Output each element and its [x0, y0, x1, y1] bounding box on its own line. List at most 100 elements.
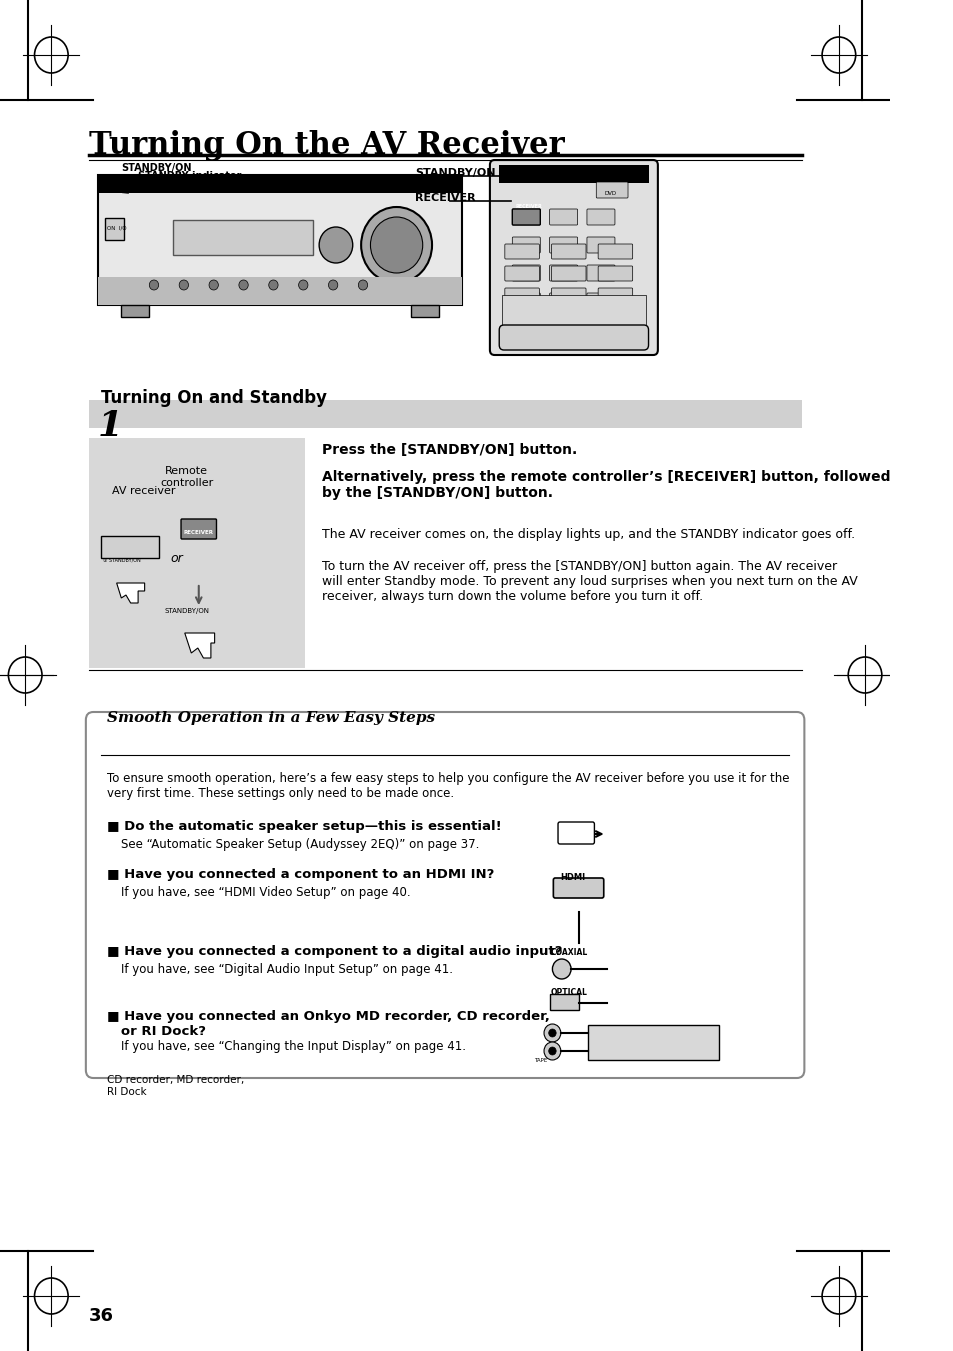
- FancyBboxPatch shape: [558, 821, 594, 844]
- FancyBboxPatch shape: [498, 326, 648, 350]
- Circle shape: [179, 280, 189, 290]
- Text: ■ Do the automatic speaker setup—this is essential!: ■ Do the automatic speaker setup—this is…: [107, 820, 501, 834]
- FancyBboxPatch shape: [172, 220, 313, 255]
- Text: OPTICAL: OPTICAL: [550, 988, 587, 997]
- FancyBboxPatch shape: [586, 265, 615, 281]
- FancyBboxPatch shape: [549, 994, 578, 1011]
- FancyBboxPatch shape: [549, 209, 577, 226]
- FancyBboxPatch shape: [86, 712, 803, 1078]
- Text: HDMI: HDMI: [559, 873, 584, 882]
- FancyBboxPatch shape: [512, 209, 539, 226]
- Text: 1: 1: [98, 409, 123, 443]
- Text: COAXIAL: COAXIAL: [550, 948, 587, 957]
- FancyBboxPatch shape: [504, 266, 538, 281]
- Circle shape: [150, 280, 158, 290]
- FancyBboxPatch shape: [181, 519, 216, 539]
- Circle shape: [543, 1042, 560, 1061]
- Text: CD recorder, MD recorder,
RI Dock: CD recorder, MD recorder, RI Dock: [107, 1075, 244, 1097]
- Text: ■ Have you connected a component to a digital audio input?: ■ Have you connected a component to a di…: [107, 944, 562, 958]
- FancyBboxPatch shape: [598, 309, 632, 326]
- Text: Turning On the AV Receiver: Turning On the AV Receiver: [89, 130, 564, 161]
- Circle shape: [269, 280, 277, 290]
- Text: ① STANDBY/ON: ① STANDBY/ON: [103, 557, 140, 562]
- Circle shape: [552, 959, 571, 979]
- FancyBboxPatch shape: [551, 309, 585, 326]
- Circle shape: [548, 1047, 556, 1055]
- FancyBboxPatch shape: [498, 165, 648, 182]
- Circle shape: [358, 280, 367, 290]
- FancyBboxPatch shape: [512, 265, 539, 281]
- FancyBboxPatch shape: [551, 266, 585, 281]
- FancyBboxPatch shape: [512, 293, 539, 309]
- Circle shape: [328, 280, 337, 290]
- FancyBboxPatch shape: [549, 265, 577, 281]
- Polygon shape: [116, 584, 145, 603]
- Text: If you have, see “HDMI Video Setup” on page 40.: If you have, see “HDMI Video Setup” on p…: [121, 886, 411, 898]
- Text: Remote
controller: Remote controller: [160, 466, 213, 488]
- FancyBboxPatch shape: [504, 332, 538, 347]
- Text: AV receiver: AV receiver: [112, 486, 175, 496]
- FancyBboxPatch shape: [586, 293, 615, 309]
- Text: or: or: [171, 551, 183, 565]
- FancyBboxPatch shape: [98, 176, 461, 193]
- Text: STANDBY/ON: STANDBY/ON: [505, 165, 556, 172]
- Text: Press the [STANDBY/ON] button.: Press the [STANDBY/ON] button.: [321, 443, 577, 457]
- Text: REMOTE MODE: REMOTE MODE: [574, 166, 614, 172]
- FancyBboxPatch shape: [598, 266, 632, 281]
- FancyBboxPatch shape: [410, 305, 438, 317]
- Circle shape: [298, 280, 308, 290]
- FancyBboxPatch shape: [98, 176, 461, 305]
- FancyBboxPatch shape: [504, 309, 538, 326]
- FancyBboxPatch shape: [121, 305, 150, 317]
- FancyBboxPatch shape: [549, 236, 577, 253]
- Text: ■ Have you connected an Onkyo MD recorder, CD recorder,
   or RI Dock?: ■ Have you connected an Onkyo MD recorde…: [107, 1011, 550, 1038]
- Circle shape: [238, 280, 248, 290]
- Text: The AV receiver comes on, the display lights up, and the STANDBY indicator goes : The AV receiver comes on, the display li…: [321, 528, 854, 540]
- Text: RECEIVER: RECEIVER: [415, 193, 476, 203]
- Text: STANDBY indicator: STANDBY indicator: [138, 172, 241, 181]
- FancyBboxPatch shape: [98, 277, 461, 305]
- FancyBboxPatch shape: [490, 159, 658, 355]
- Text: ON  I/O: ON I/O: [107, 226, 127, 231]
- Text: TAPE: TAPE: [533, 1058, 546, 1063]
- Text: See “Automatic Speaker Setup (Audyssey 2EQ)” on page 37.: See “Automatic Speaker Setup (Audyssey 2…: [121, 838, 479, 851]
- Text: Alternatively, press the remote controller’s [RECEIVER] button, followed
by the : Alternatively, press the remote controll…: [321, 470, 889, 500]
- Text: If you have, see “Digital Audio Input Setup” on page 41.: If you have, see “Digital Audio Input Se…: [121, 963, 453, 975]
- FancyBboxPatch shape: [553, 878, 603, 898]
- FancyBboxPatch shape: [598, 245, 632, 259]
- FancyBboxPatch shape: [93, 720, 796, 753]
- FancyBboxPatch shape: [551, 288, 585, 303]
- FancyBboxPatch shape: [549, 293, 577, 309]
- FancyBboxPatch shape: [512, 209, 539, 226]
- FancyBboxPatch shape: [598, 332, 632, 347]
- FancyBboxPatch shape: [504, 288, 538, 303]
- Circle shape: [370, 218, 422, 273]
- Text: Turning On and Standby: Turning On and Standby: [101, 389, 327, 407]
- Text: STANDBY/ON: STANDBY/ON: [164, 608, 209, 613]
- Text: To ensure smooth operation, here’s a few easy steps to help you configure the AV: To ensure smooth operation, here’s a few…: [107, 771, 789, 800]
- Circle shape: [209, 280, 218, 290]
- Circle shape: [361, 207, 432, 282]
- Text: RECEIVER: RECEIVER: [515, 204, 541, 209]
- Polygon shape: [185, 634, 214, 658]
- Text: DVD: DVD: [604, 190, 617, 196]
- Text: To turn the AV receiver off, press the [STANDBY/ON] button again. The AV receive: To turn the AV receiver off, press the […: [321, 561, 857, 603]
- FancyBboxPatch shape: [504, 245, 538, 259]
- Text: If you have, see “Changing the Input Display” on page 41.: If you have, see “Changing the Input Dis…: [121, 1040, 466, 1052]
- Text: Smooth Operation in a Few Easy Steps: Smooth Operation in a Few Easy Steps: [107, 711, 435, 725]
- Text: STANDBY/ON: STANDBY/ON: [121, 163, 192, 173]
- Text: STANDBY/ON: STANDBY/ON: [415, 168, 496, 178]
- FancyBboxPatch shape: [586, 236, 615, 253]
- FancyBboxPatch shape: [512, 236, 539, 253]
- Circle shape: [548, 1029, 556, 1038]
- FancyBboxPatch shape: [598, 288, 632, 303]
- FancyBboxPatch shape: [101, 536, 158, 558]
- Text: ■ Have you connected a component to an HDMI IN?: ■ Have you connected a component to an H…: [107, 867, 495, 881]
- FancyBboxPatch shape: [551, 332, 585, 347]
- FancyBboxPatch shape: [89, 438, 305, 667]
- Circle shape: [319, 227, 353, 263]
- Circle shape: [543, 1024, 560, 1042]
- FancyBboxPatch shape: [501, 295, 645, 330]
- FancyBboxPatch shape: [586, 209, 615, 226]
- FancyBboxPatch shape: [587, 1025, 718, 1061]
